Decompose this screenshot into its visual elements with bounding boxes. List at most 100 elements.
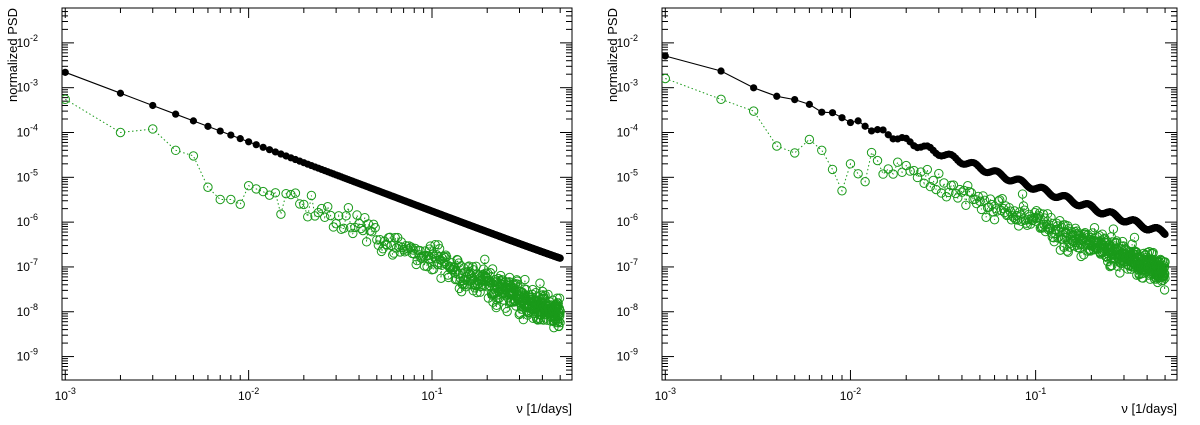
green-data-point: [860, 176, 870, 187]
green-data-point: [944, 187, 954, 198]
green-data-point: [276, 209, 286, 219]
black-data-point: [805, 100, 813, 108]
black-data-point: [236, 135, 244, 143]
black-data-point: [854, 117, 862, 125]
green-data-point: [390, 232, 400, 243]
green-data-point: [552, 293, 562, 303]
green-data-point: [295, 199, 305, 209]
black-data-point: [204, 122, 212, 130]
y-tick-label: 10-8: [617, 302, 638, 319]
x-tick-label: 10-3: [655, 386, 676, 403]
green-data-point: [270, 188, 281, 198]
left-psd-panel: 10-3 10-2 10-1 10-9 10-8 10-7 10-6 10-5 10-4 10-3…: [5, 7, 573, 416]
y-tick-label: 10-5: [617, 167, 638, 184]
green-data-point: [554, 293, 565, 303]
green-data-point: [981, 212, 991, 223]
green-data-point: [226, 194, 236, 205]
black-data-point: [828, 109, 837, 117]
black-data-point: [884, 131, 892, 139]
x-tick-label: 10-1: [1025, 386, 1046, 403]
green-data-point: [339, 223, 349, 234]
black-data-point: [773, 92, 781, 100]
green-data-point: [467, 280, 477, 290]
green-data-point: [170, 145, 181, 156]
green-data-point: [543, 289, 553, 300]
y-axis: [662, 7, 1177, 381]
green-data-point: [286, 189, 296, 200]
green-data-point: [115, 127, 126, 138]
green-data-point: [487, 264, 498, 274]
green-psd-series: [662, 73, 1170, 295]
y-tick-label: 10-6: [617, 212, 638, 229]
y-tick-label: 10-8: [17, 302, 38, 319]
green-data-point: [354, 218, 364, 229]
green-data-point: [425, 241, 436, 251]
green-data-point: [538, 292, 549, 302]
black-data-point: [265, 146, 274, 154]
green-data-point: [496, 270, 506, 281]
green-data-point: [1046, 212, 1056, 223]
black-data-point: [867, 127, 876, 135]
green-data-point: [535, 278, 545, 288]
black-data-point: [149, 101, 157, 110]
plot-frame: [61, 7, 573, 381]
green-data-point: [345, 222, 356, 233]
black-data-point: [879, 126, 887, 134]
black-data-point: [1161, 230, 1169, 238]
green-data-point: [527, 284, 538, 295]
green-data-point: [872, 155, 883, 166]
green-data-point: [306, 190, 317, 201]
green-data-point: [552, 317, 563, 328]
y-tick-label: 10-5: [17, 167, 38, 184]
green-data-point: [905, 166, 915, 176]
black-data-point: [216, 127, 224, 135]
y-tick-label: 10-7: [17, 257, 38, 274]
green-data-point: [939, 178, 949, 188]
green-data-point: [662, 73, 670, 84]
green-data-point: [148, 124, 158, 134]
green-data-point: [290, 188, 301, 198]
x-tick-label: 10-1: [421, 386, 442, 403]
green-data-point: [491, 300, 502, 310]
green-data-point: [1158, 275, 1168, 285]
green-data-point: [837, 186, 847, 196]
green-data-point: [922, 164, 933, 175]
green-data-point: [964, 187, 975, 197]
green-data-point: [450, 268, 460, 278]
y-axis-title: normalized PSD: [5, 8, 20, 102]
y-tick-label: 10-6: [17, 212, 38, 229]
green-data-point: [934, 168, 944, 179]
green-data-point: [916, 167, 926, 177]
green-data-point: [1160, 257, 1170, 267]
y-tick-label: 10-7: [617, 257, 638, 274]
x-axis-title: ν [1/days]: [1121, 401, 1177, 416]
green-data-point: [376, 246, 387, 257]
green-data-point: [316, 203, 327, 214]
green-data-point: [1159, 285, 1170, 295]
y-axis-title: normalized PSD: [605, 8, 620, 102]
y-tick-label: 10-3: [17, 78, 38, 95]
green-data-point: [790, 148, 800, 158]
green-data-point: [992, 206, 1002, 216]
y-tick-label: 10-4: [17, 122, 38, 139]
green-data-point: [348, 228, 358, 239]
green-data-point: [251, 184, 261, 194]
green-data-point: [215, 194, 225, 205]
green-data-point: [394, 242, 404, 252]
green-data-point: [370, 223, 380, 233]
green-data-point: [1115, 268, 1125, 278]
green-data-point: [372, 235, 382, 245]
green-data-point: [555, 306, 565, 316]
green-data-point: [299, 199, 309, 210]
green-data-point: [1076, 251, 1086, 262]
x-axis: [64, 8, 561, 380]
green-data-point: [772, 141, 782, 151]
green-data-point: [521, 284, 531, 295]
green-data-point: [203, 182, 213, 192]
right-psd-panel: 10-3 10-2 10-1 10-9 10-8 10-7 10-6 10-5 10-4 10-3…: [605, 7, 1178, 416]
black-data-point: [227, 131, 235, 139]
green-data-point: [804, 134, 815, 145]
black-data-point: [62, 68, 69, 76]
green-data-point: [931, 184, 941, 195]
